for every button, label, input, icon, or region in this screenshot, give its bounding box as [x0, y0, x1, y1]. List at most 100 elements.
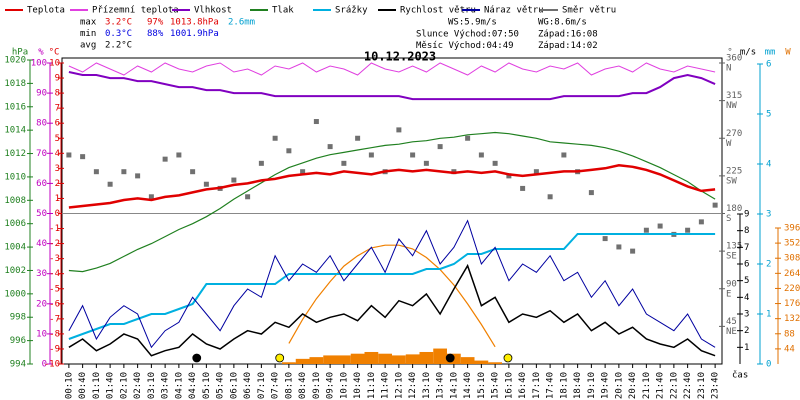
radiation-bar [309, 357, 324, 364]
y-tick-label: 4 [55, 149, 60, 159]
y-tick-label: -10 [44, 360, 60, 370]
sun-label: Slunce Východ: [416, 29, 492, 39]
y-tick-label: 88 [784, 329, 795, 339]
x-tick-label: 05:10 [202, 372, 212, 399]
direction-point [162, 156, 168, 162]
y-tick-label: 1016 [4, 102, 26, 112]
y-tick-label: 70 [36, 149, 47, 159]
stat-precip: 2.6mm [228, 18, 255, 28]
compass-label: N [726, 64, 731, 74]
x-tick-label: 18:40 [573, 372, 583, 399]
x-tick-label: 21:40 [656, 372, 666, 399]
radiation-bar [350, 353, 365, 364]
x-tick-label: 16:10 [504, 372, 514, 399]
direction-point [258, 160, 264, 166]
x-tick-label: 11:10 [367, 372, 377, 399]
radiation-bar [460, 357, 475, 364]
legend-label: Náraz větru [484, 6, 544, 16]
chart-title: 10.12.2023 [364, 50, 436, 64]
series-line [68, 233, 716, 340]
y-tick-label: 396 [784, 224, 800, 234]
y-tick-label: 1 [55, 194, 60, 204]
y-tick-label: 60 [36, 179, 47, 189]
y-tick-label: 4 [744, 293, 749, 303]
radiation-bar [419, 351, 434, 364]
x-tick-label: 15:10 [477, 372, 487, 399]
series-line [68, 62, 716, 76]
y-tick-label: 1014 [4, 126, 26, 136]
x-tick-label: 07:10 [257, 372, 267, 399]
direction-point [121, 169, 127, 175]
direction-point [190, 169, 196, 175]
direction-point [355, 135, 361, 141]
y-tick-label: 308 [784, 254, 800, 264]
gust-max: WG:8.6m/s [538, 18, 587, 28]
moon-set-label: Západ: [538, 41, 571, 51]
direction-point [341, 160, 347, 166]
radiation-bar [378, 353, 392, 364]
direction-point [93, 169, 99, 175]
moon-rise: 04:49 [486, 41, 513, 51]
y-tick-label: 315 [726, 91, 742, 101]
x-tick-label: 18:10 [559, 372, 569, 399]
y-tick-label: 6 [766, 60, 771, 70]
y-tick-label: 2 [744, 326, 749, 336]
y-tick-label: -3 [49, 254, 60, 264]
y-tick-label: 2 [766, 260, 771, 270]
x-tick-label: 17:40 [546, 372, 556, 399]
radiation-bar [405, 354, 420, 364]
direction-point [588, 190, 594, 196]
y-tick-label: 1020 [4, 56, 26, 66]
direction-point [520, 185, 526, 191]
x-tick-label: 11:40 [381, 372, 391, 399]
x-tick-label: 17:10 [532, 372, 542, 399]
x-tick-label: 08:40 [298, 372, 308, 399]
y-tick-label: 10 [36, 329, 47, 339]
compass-label: NW [726, 101, 737, 111]
stat-pressure: 1001.9hPa [170, 29, 219, 39]
radiation-bar [323, 355, 337, 364]
y-tick-label: 20 [36, 299, 47, 309]
direction-point [313, 119, 319, 125]
y-tick-label: 9 [55, 74, 60, 84]
moon-times: Měsíc Východ:04:49 [416, 41, 514, 51]
x-tick-label: 00:40 [78, 372, 88, 399]
direction-point [176, 152, 182, 158]
y-tick-label: 90 [726, 279, 737, 289]
y-tick-label: 5 [55, 134, 60, 144]
y-tick-label: 3 [744, 310, 749, 320]
y-tick-label: 0 [55, 209, 60, 219]
compass-label: SE [726, 252, 737, 262]
moon-set: 14:02 [571, 41, 598, 51]
axis-unit: ° [727, 48, 732, 58]
legend-label: Směr větru [562, 6, 616, 16]
y-tick-label: -6 [49, 299, 60, 309]
stat-temp: 2.2°C [105, 41, 132, 51]
direction-point [300, 169, 306, 175]
legend-label: Teplota [27, 6, 65, 16]
x-tick-label: 16:40 [518, 372, 528, 399]
y-tick-label: -2 [49, 239, 60, 249]
direction-point [272, 135, 278, 141]
direction-point [698, 219, 704, 225]
moon-set-times: Západ:14:02 [538, 41, 598, 51]
y-tick-label: -5 [49, 284, 60, 294]
direction-point [561, 152, 567, 158]
legend-label: Přízemní teplota [92, 6, 179, 16]
y-tick-label: 180 [726, 204, 742, 214]
axis-unit: m/s [740, 48, 756, 58]
axis-unit: °C [49, 48, 60, 58]
y-tick-label: -8 [49, 329, 60, 339]
y-tick-label: 7 [55, 104, 60, 114]
direction-point [203, 181, 209, 187]
stat-label: max [80, 18, 97, 28]
x-tick-label: 12:40 [408, 372, 418, 399]
y-tick-label: 225 [726, 166, 742, 176]
y-tick-label: 5 [766, 110, 771, 120]
compass-label: SW [726, 176, 737, 186]
y-tick-label: 1012 [4, 149, 26, 159]
direction-point [437, 144, 443, 150]
x-tick-label: 15:40 [491, 372, 501, 399]
x-tick-label: 19:40 [601, 372, 611, 399]
x-axis-label: čas [732, 370, 748, 381]
